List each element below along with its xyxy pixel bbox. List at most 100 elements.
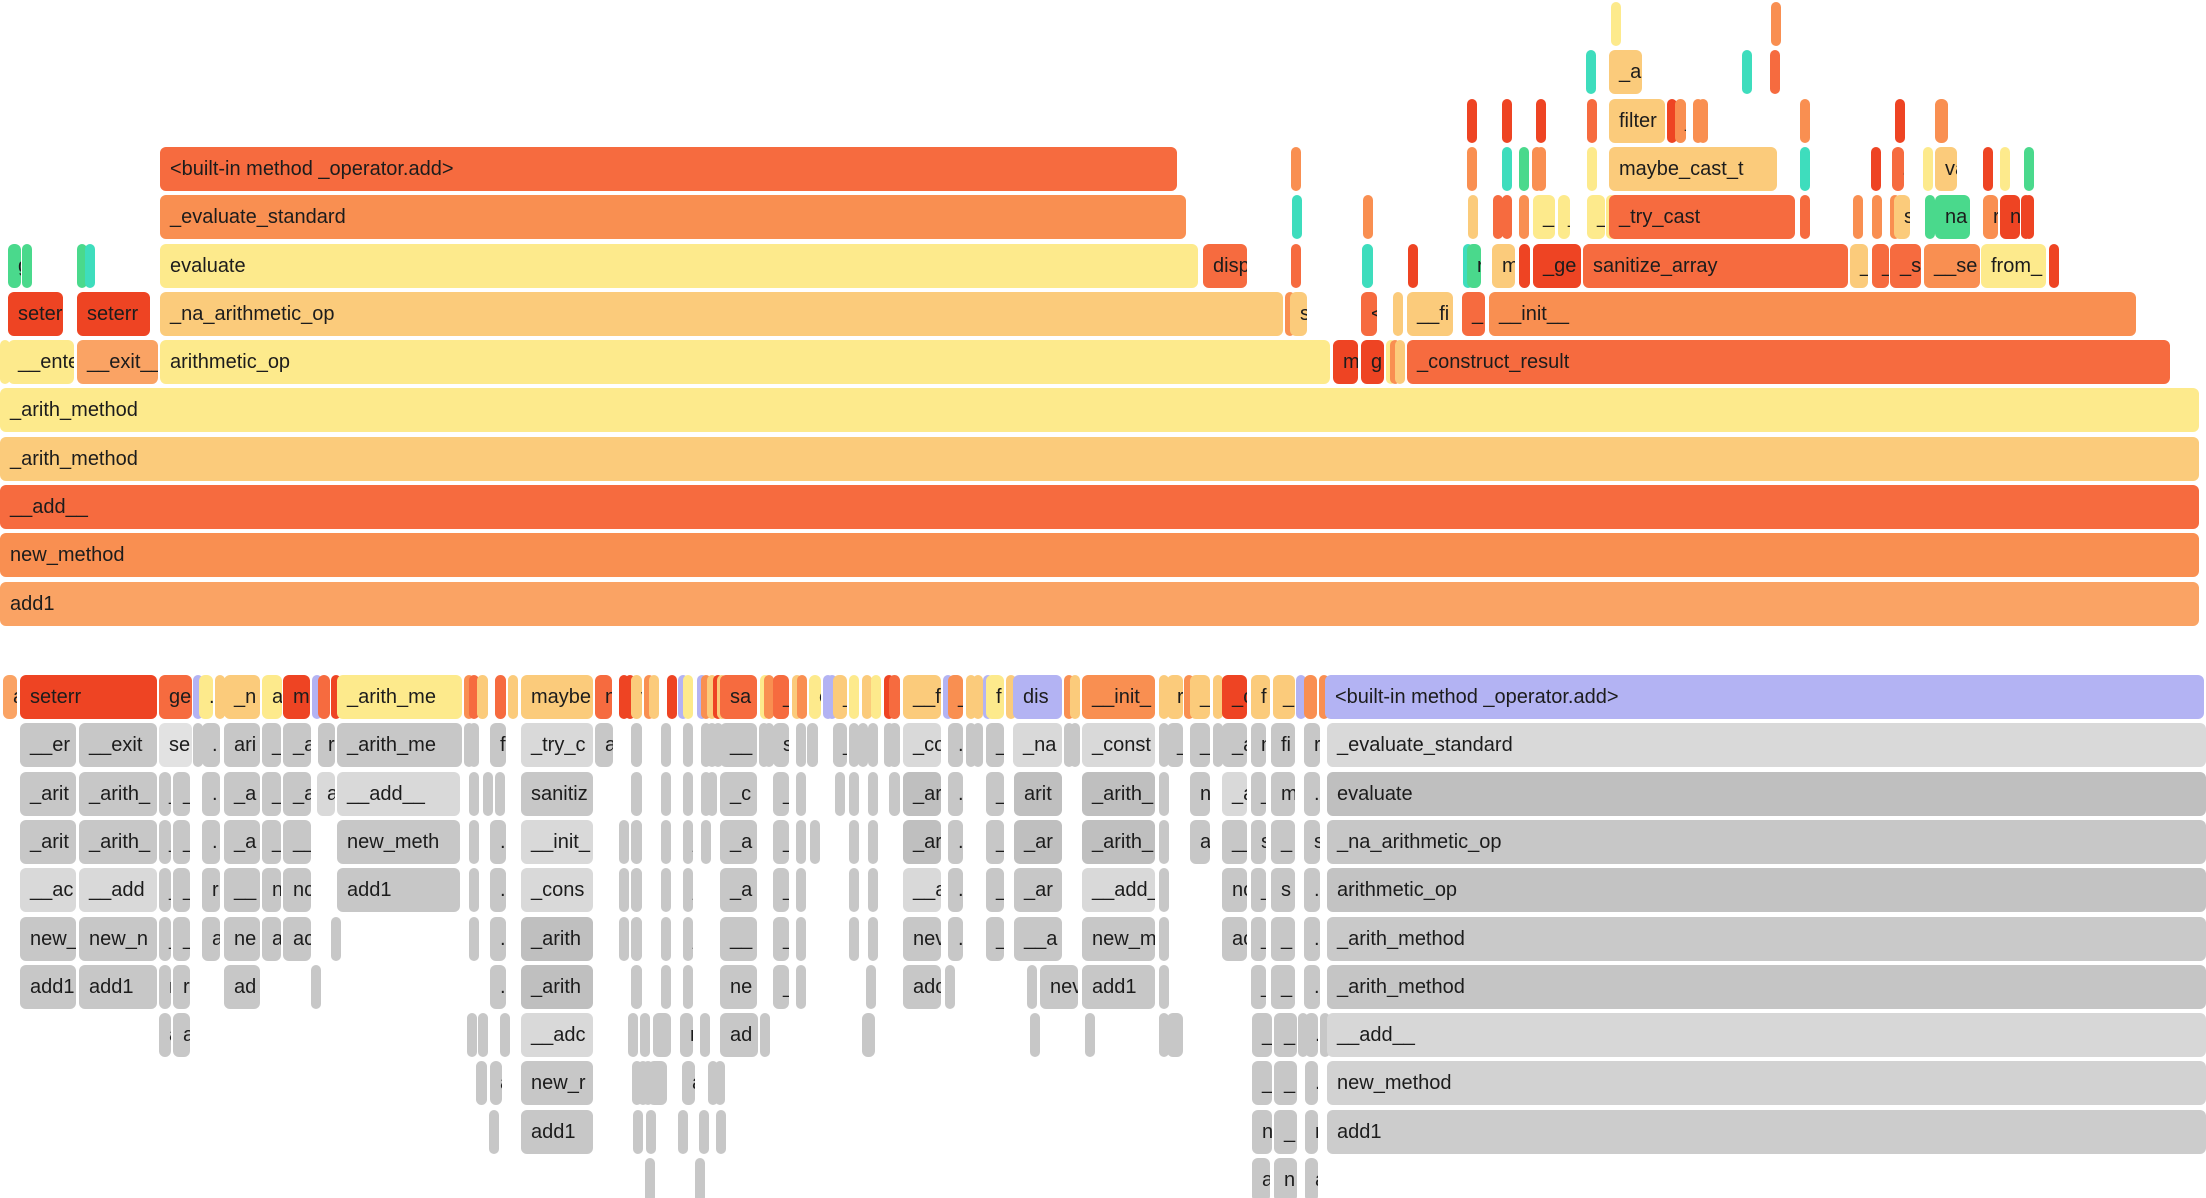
- frame-s[interactable]: s: [1251, 819, 1266, 864]
- frame-sliver[interactable]: [1853, 195, 1863, 240]
- frame-f[interactable]: f: [986, 675, 1004, 719]
- frame-ari[interactable]: ari: [224, 723, 260, 768]
- frame-sliver[interactable]: [1319, 675, 1329, 719]
- frame-[interactable]: .: [849, 771, 859, 816]
- frame-sliver[interactable]: [1895, 98, 1905, 143]
- frame-_[interactable]: _: [1190, 675, 1210, 719]
- frame-sliver[interactable]: [1291, 146, 1301, 191]
- frame-ge[interactable]: ge: [159, 675, 192, 719]
- frame-sliver[interactable]: [2024, 146, 2034, 191]
- frame-sliver[interactable]: [1085, 1013, 1095, 1058]
- frame-new_m[interactable]: new_m: [1082, 916, 1155, 961]
- frame-sliver[interactable]: [469, 819, 479, 864]
- frame-_[interactable]: _: [1533, 195, 1555, 240]
- frame-_a[interactable]: _a: [283, 771, 311, 816]
- frame-sliver[interactable]: [764, 675, 774, 719]
- frame-arithmetic_op[interactable]: arithmetic_op: [160, 340, 1330, 385]
- frame-s[interactable]: s: [773, 723, 789, 768]
- frame-sliver[interactable]: [661, 819, 671, 864]
- frame-a[interactable]: a: [159, 1013, 171, 1058]
- frame-sliver[interactable]: [495, 675, 506, 719]
- frame-r[interactable]: r: [202, 868, 220, 913]
- frame-_[interactable]: _: [683, 868, 693, 913]
- frame-sliver[interactable]: [1292, 195, 1302, 240]
- frame-sliver[interactable]: [1291, 243, 1301, 288]
- frame-sliver[interactable]: [862, 1013, 875, 1058]
- frame-sliver[interactable]: [1159, 675, 1169, 719]
- frame-sliver[interactable]: [701, 771, 711, 816]
- frame-r[interactable]: r: [866, 964, 876, 1009]
- frame-sliver[interactable]: [2024, 195, 2034, 240]
- frame-sliver[interactable]: [708, 1061, 718, 1106]
- frame-seterr[interactable]: seterr: [77, 291, 150, 336]
- frame-se[interactable]: se: [159, 723, 192, 768]
- frame-_[interactable]: _: [773, 771, 789, 816]
- frame-_evaluate_standard[interactable]: _evaluate_standard: [1327, 723, 2206, 768]
- frame-_[interactable]: _: [773, 868, 789, 913]
- frame-_[interactable]: _: [683, 819, 693, 864]
- frame-sliver[interactable]: [1611, 2, 1621, 46]
- frame-sliver[interactable]: [700, 1013, 710, 1058]
- frame-[interactable]: .: [868, 771, 878, 816]
- frame-[interactable]: .: [868, 916, 878, 961]
- frame-sliver[interactable]: [508, 675, 518, 719]
- frame-__init_[interactable]: __init_: [1082, 675, 1155, 719]
- frame-sliver[interactable]: [1159, 1013, 1169, 1058]
- frame-_arith_me[interactable]: _arith_me: [337, 675, 462, 719]
- frame-[interactable]: .: [948, 868, 963, 913]
- frame-[interactable]: .: [868, 819, 878, 864]
- frame-[interactable]: .: [1304, 868, 1320, 913]
- frame-sliver[interactable]: [619, 868, 629, 913]
- frame-[interactable]: .: [849, 819, 859, 864]
- frame-sliver[interactable]: [1296, 675, 1306, 719]
- frame-sliver[interactable]: [1519, 195, 1529, 240]
- frame-f[interactable]: f: [490, 723, 506, 768]
- frame-__[interactable]: __: [720, 916, 757, 961]
- frame-[interactable]: .: [849, 868, 859, 913]
- frame-g[interactable]: g: [1361, 340, 1384, 385]
- frame-_[interactable]: _: [948, 675, 963, 719]
- frame-_try_cast[interactable]: _try_cast: [1609, 195, 1795, 240]
- frame-g[interactable]: g: [77, 243, 87, 288]
- frame-_construct_result[interactable]: _construct_result: [1407, 340, 2170, 385]
- frame-__add[interactable]: __add: [79, 868, 157, 913]
- frame-sliver[interactable]: [85, 243, 95, 288]
- frame-m[interactable]: m: [1333, 340, 1358, 385]
- frame-sliver[interactable]: [645, 1158, 655, 1198]
- frame-sliver[interactable]: [640, 1013, 650, 1058]
- frame-_[interactable]: _: [773, 964, 789, 1009]
- frame-__add__[interactable]: __add__: [337, 771, 460, 816]
- frame-sliver[interactable]: [1064, 723, 1074, 768]
- frame-[interactable]: .: [631, 916, 642, 961]
- frame-sliver[interactable]: [469, 771, 479, 816]
- frame-[interactable]: .: [683, 771, 693, 816]
- frame-[interactable]: .: [631, 819, 642, 864]
- frame-_arith_method[interactable]: _arith_method: [0, 388, 2199, 433]
- frame-sliver[interactable]: [478, 1013, 488, 1058]
- frame-[interactable]: .: [202, 771, 220, 816]
- frame-__add__[interactable]: __add__: [1327, 1013, 2206, 1058]
- frame-sliver[interactable]: [625, 675, 635, 719]
- frame-sliver[interactable]: [797, 675, 807, 719]
- frame-sanitiz[interactable]: sanitiz: [521, 771, 593, 816]
- frame-sliver[interactable]: [889, 723, 900, 768]
- frame-sliver[interactable]: [1298, 1013, 1308, 1058]
- frame-__a[interactable]: __a: [1014, 916, 1062, 961]
- frame-_arith_me[interactable]: _arith_me: [337, 723, 462, 768]
- frame-add1[interactable]: add1: [0, 581, 2199, 626]
- frame-_arit[interactable]: _arit: [20, 819, 76, 864]
- frame-add1[interactable]: add1: [79, 964, 157, 1009]
- frame-_na_arithmetic_op[interactable]: _na_arithmetic_op: [1327, 819, 2206, 864]
- frame-sliver[interactable]: [1493, 195, 1503, 240]
- frame-_[interactable]: _: [773, 916, 789, 961]
- frame-new_r[interactable]: new_r: [521, 1061, 593, 1106]
- frame-add1[interactable]: add1: [20, 964, 76, 1009]
- frame-a[interactable]: a: [490, 1061, 502, 1106]
- frame-_const[interactable]: _const: [1082, 723, 1155, 768]
- frame-_[interactable]: _: [159, 868, 171, 913]
- frame-_[interactable]: _: [986, 771, 1004, 816]
- frame-sliver[interactable]: [1006, 675, 1016, 719]
- frame-_[interactable]: _: [262, 723, 281, 768]
- frame-sliver[interactable]: [1502, 98, 1512, 143]
- frame-[interactable]: .: [490, 916, 506, 961]
